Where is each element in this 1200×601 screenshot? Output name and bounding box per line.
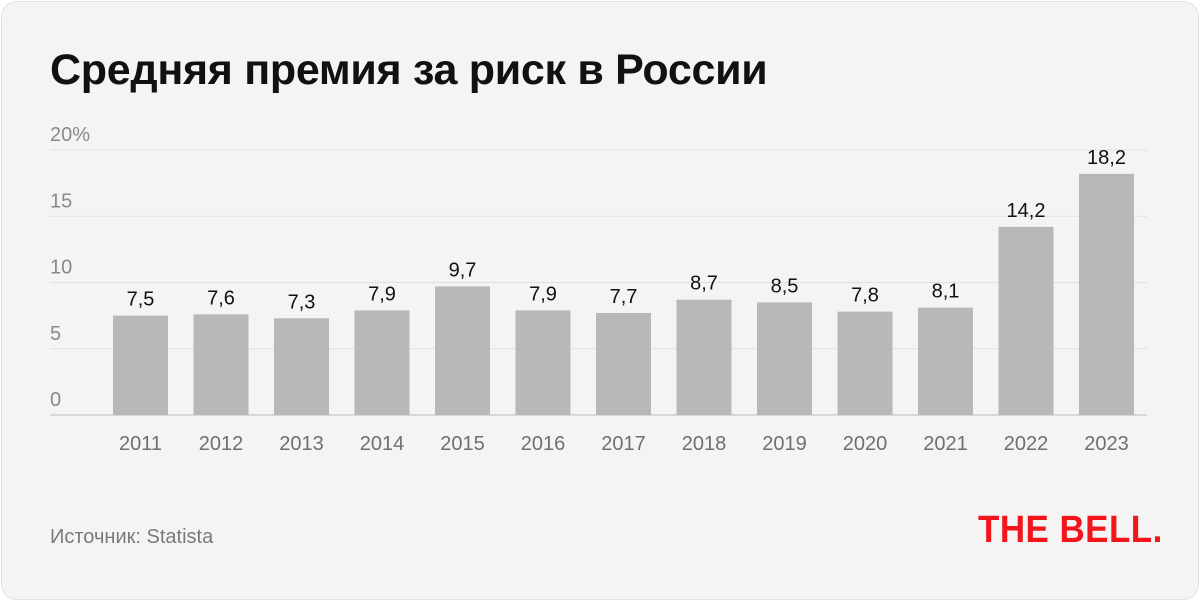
chart-title: Средняя премия за риск в России [50,46,768,94]
bar-2020 [837,311,893,415]
bar-2023 [1079,173,1134,415]
data-label: 7,9 [529,283,557,305]
y-tick-label: 20% [50,124,90,146]
y-tick-label: 15 [50,190,72,212]
bar-2019 [757,302,812,415]
bar-2021 [918,307,973,415]
y-tick-label: 5 [50,323,61,345]
data-label: 8,7 [690,273,718,295]
bar-2013 [274,318,329,415]
x-tick-label: 2013 [279,433,324,455]
x-tick-label: 2018 [682,433,727,455]
bar-2011 [113,315,168,415]
bar-2015 [435,286,490,415]
data-label: 7,7 [610,286,638,308]
the-bell-logo: THE BELL. [978,509,1163,551]
x-tick-label: 2016 [521,433,566,455]
y-tick-label: 0 [50,389,61,411]
bar-2018 [676,299,732,415]
x-tick-label: 2014 [360,433,405,455]
x-tick-label: 2020 [843,433,888,455]
x-tick-label: 2021 [923,433,968,455]
bar-2022 [998,226,1054,415]
bar-2014 [354,310,410,415]
data-label: 9,7 [449,259,477,281]
data-label: 7,5 [127,289,155,311]
x-tick-label: 2023 [1084,433,1129,455]
data-label: 7,9 [368,283,396,305]
x-tick-label: 2022 [1004,433,1049,455]
data-label: 14,2 [1007,200,1046,222]
x-tick-label: 2011 [119,433,162,455]
data-label: 18,2 [1087,147,1126,169]
data-label: 7,3 [288,291,316,313]
x-tick-label: 2012 [199,433,244,455]
bar-2012 [193,314,249,415]
x-tick-label: 2017 [601,433,646,455]
data-label: 7,6 [207,287,235,309]
x-tick-label: 2015 [440,433,485,455]
bar-2017 [596,312,651,415]
data-label: 7,8 [851,285,879,307]
bar-2016 [515,310,571,415]
y-tick-label: 10 [50,257,72,279]
data-label: 8,5 [771,275,799,297]
source-note: Источник: Statista [50,526,214,548]
x-tick-label: 2019 [762,433,807,455]
data-label: 8,1 [932,281,960,303]
